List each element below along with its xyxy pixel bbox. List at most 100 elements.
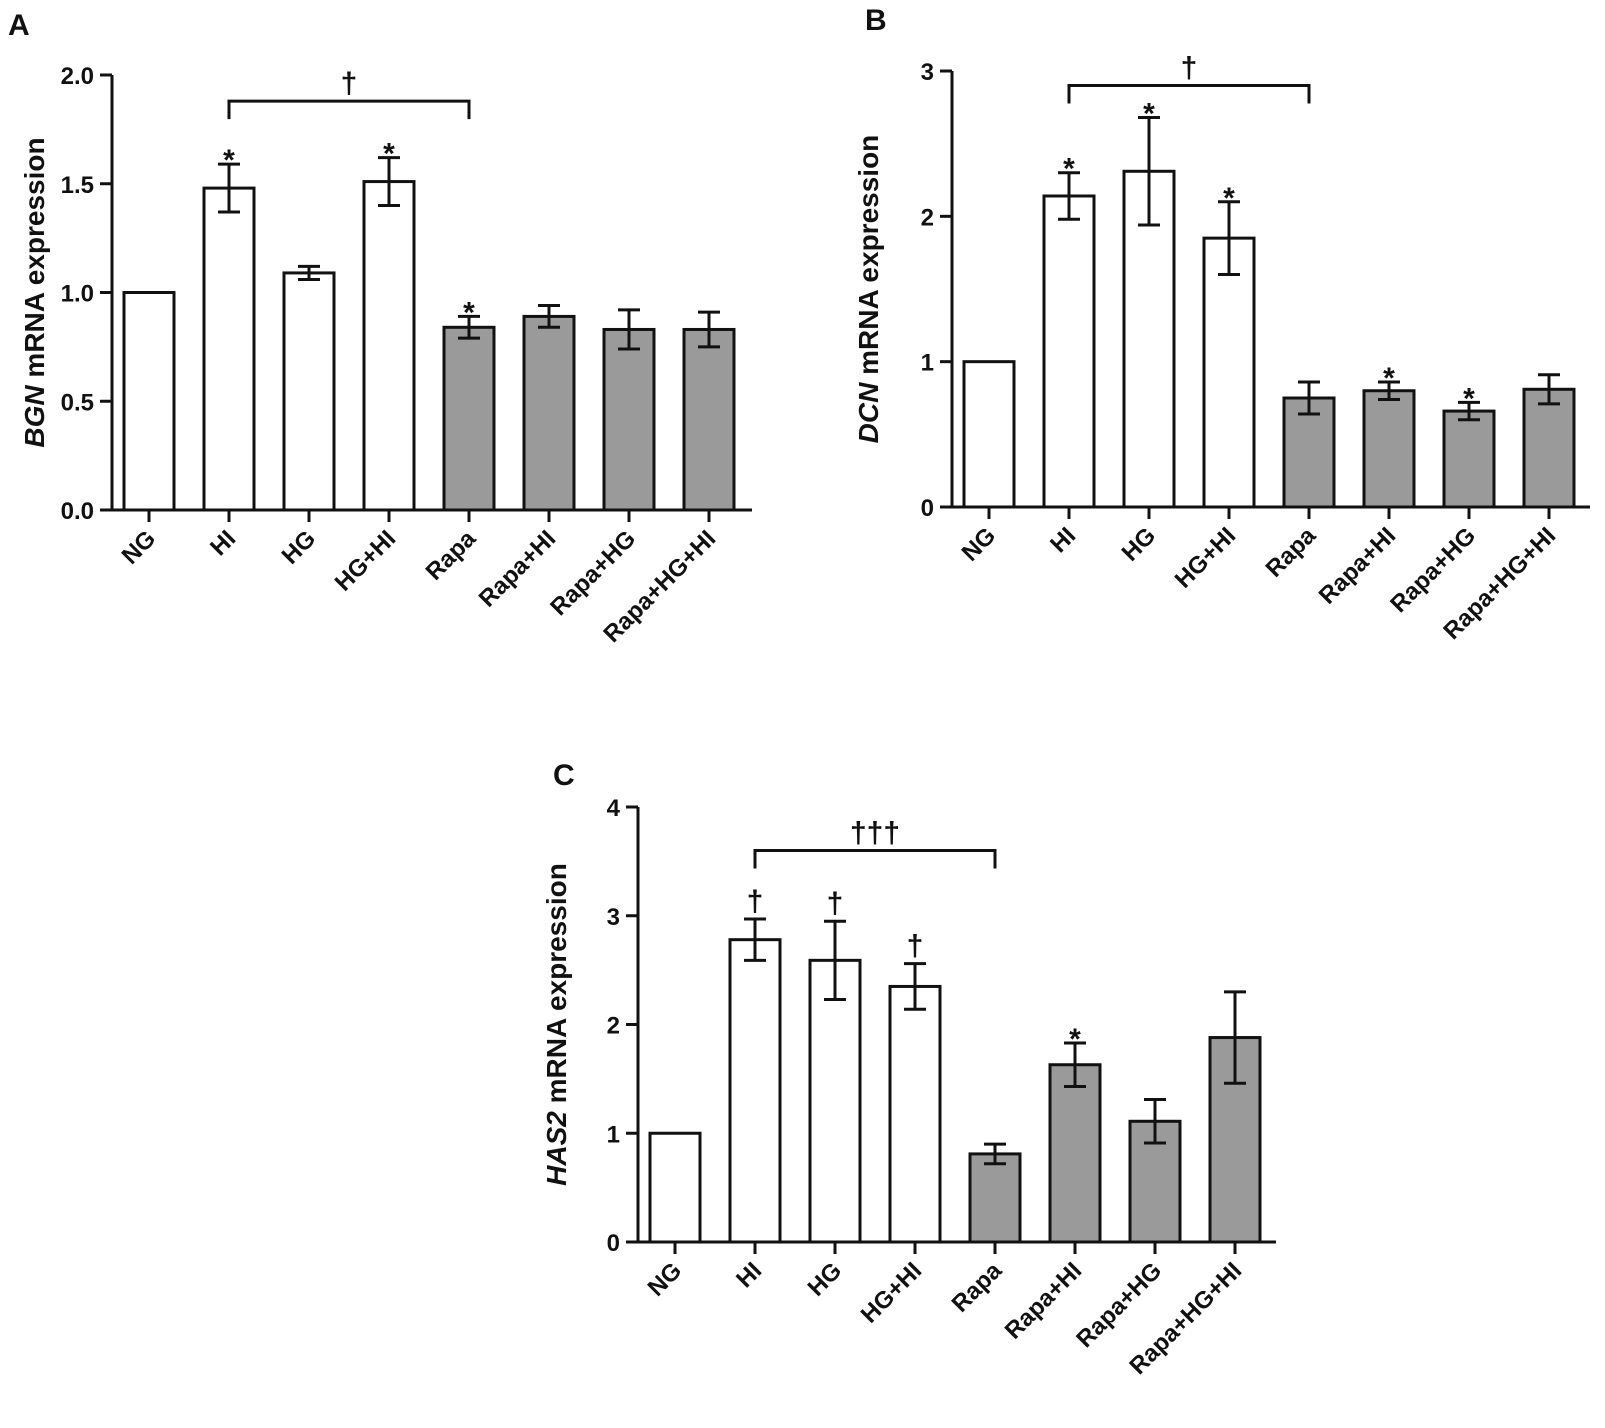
panel-b-letter: B [865, 4, 887, 37]
panel-c-bracket-label: ††† [850, 817, 900, 850]
panel-a-annotation-3: * [383, 138, 395, 171]
panel-a-bar-6 [602, 327, 656, 512]
panel-a: A* **†0.00.51.01.52.0NG HI HG HG+HI RapaRapa+… [8, 9, 752, 648]
panel-b-bar-3 [1202, 236, 1256, 509]
panel-b-error-bar-5 [1378, 380, 1400, 401]
panel-b-error-bar-2 [1138, 116, 1160, 227]
panel-a-letter: A [8, 9, 30, 42]
panel-c-ytick-label-3: 3 [607, 904, 620, 931]
panel-a-category-label-2: HG [277, 525, 322, 570]
panel-a-error-bar-5 [538, 304, 560, 329]
panel-a-bar-1 [202, 186, 256, 512]
panel-c-ylabel: HAS2 mRNA expression [541, 863, 572, 1186]
panel-b-ylabel-gene: DCN [853, 382, 884, 443]
panel-a-bar-5 [522, 314, 576, 512]
panel-c-category-label-2: HG [803, 1257, 848, 1302]
panel-b-ytick-label-0: 0 [921, 495, 934, 522]
panel-b-bar-1 [1042, 194, 1096, 509]
panel-c-error-bar-7 [1224, 990, 1246, 1085]
panel-a-bar-7 [682, 327, 736, 512]
panel-c-category-label-0: NG [643, 1257, 688, 1302]
panel-c-annotation-5: * [1069, 1023, 1081, 1056]
panel-c-letter: C [553, 759, 575, 792]
panel-a-annotation-4: * [463, 296, 475, 329]
panel-a-category-label-0: NG [117, 525, 162, 570]
panel-c-bar-5 [1048, 1063, 1102, 1244]
panel-c-error-bar-3 [904, 962, 926, 1011]
panel-c-error-bar-4 [984, 1142, 1006, 1166]
panel-c-category-label-4: Rapa [947, 1257, 1008, 1318]
panel-a-ytick-label-4: 2.0 [61, 63, 94, 90]
panel-c-category-label-3: HG+HI [856, 1257, 927, 1328]
panel-a-bar-0 [122, 291, 176, 512]
panel-a-error-bar-2 [298, 264, 320, 281]
panel-b-category-label-1: HI [1045, 522, 1081, 558]
panel-c-annotation-3: † [907, 930, 924, 963]
panel-a-error-bar-3 [378, 156, 400, 207]
panel-b-category-label-0: NG [957, 522, 1002, 567]
panel-c-bar-2 [808, 958, 862, 1244]
panel-b-ylabel: DCN mRNA expression [853, 135, 884, 444]
panel-c-bracket [753, 849, 997, 869]
panel-b-bar-6 [1442, 409, 1496, 509]
panel-c-error-bar-6 [1144, 1098, 1166, 1145]
panel-c-annotation-1: † [747, 885, 764, 918]
panel-a-bar-4 [442, 325, 496, 512]
panel-a-ytick-label-3: 1.5 [61, 172, 94, 199]
panel-c-bar-0 [648, 1131, 702, 1244]
panel-a-category-label-4: Rapa [421, 525, 482, 586]
panel-a-error-bar-7 [698, 310, 720, 349]
panel-a-ytick-label-2: 1.0 [61, 281, 94, 308]
panel-b-error-bar-3 [1218, 200, 1240, 276]
panel-b-error-bar-7 [1538, 373, 1560, 406]
panel-b-category-label-3: HG+HI [1170, 522, 1241, 593]
panel-b-bracket [1067, 84, 1311, 104]
panel-b-annotation-2: * [1143, 98, 1155, 131]
panel-a-error-bar-1 [218, 162, 240, 214]
panel-a-category-label-1: HI [205, 525, 241, 561]
panel-b-error-bar-1 [1058, 171, 1080, 221]
panel-b-error-bar-6 [1458, 400, 1480, 422]
panel-b-bar-7 [1522, 387, 1576, 509]
panel-a-ylabel-gene: BGN [19, 385, 50, 448]
panel-a-ylabel: BGN mRNA expression [19, 137, 50, 447]
panel-a-bracket-label: † [341, 67, 358, 100]
panel-a-bracket [227, 99, 471, 120]
panel-c-error-bar-1 [744, 917, 766, 962]
panel-a-ytick-label-0: 0.0 [61, 498, 94, 525]
panel-a-ytick-label-1: 0.5 [61, 389, 94, 416]
panel-a-category-label-3: HG+HI [330, 525, 401, 596]
panel-a-annotation-1: * [223, 144, 235, 177]
panel-b-annotation-5: * [1383, 362, 1395, 395]
panel-b-bar-2 [1122, 169, 1176, 509]
panel-c-annotation-2: † [827, 887, 844, 920]
panel-a-error-bar-4 [458, 314, 480, 340]
panel-c-category-label-1: HI [731, 1257, 767, 1293]
panel-a-bar-3 [362, 180, 416, 512]
panel-c-ytick-label-1: 1 [607, 1121, 620, 1148]
panel-a-error-bar-6 [618, 308, 640, 351]
panel-b-bracket-label: † [1181, 52, 1198, 85]
panel-b-category-label-4: Rapa [1261, 522, 1322, 583]
panel-b-ytick-label-2: 2 [921, 204, 934, 231]
panel-c-bar-1 [728, 938, 782, 1244]
panel-b-category-label-2: HG [1117, 522, 1162, 567]
panel-b-annotation-3: * [1223, 182, 1235, 215]
panel-a-bar-2 [282, 271, 336, 512]
panel-a-ylabel-rest: mRNA expression [19, 137, 50, 385]
panel-b-bar-5 [1362, 389, 1416, 509]
panel-c-bar-4 [968, 1152, 1022, 1244]
panel-c-ytick-label-2: 2 [607, 1013, 620, 1040]
panel-c-ylabel-gene: HAS2 [541, 1111, 572, 1186]
panel-b-bar-0 [962, 360, 1016, 509]
panel-b-error-bar-4 [1298, 380, 1320, 416]
panel-b-ytick-label-1: 1 [921, 350, 934, 377]
panel-c-ytick-label-0: 0 [607, 1230, 620, 1257]
panel-b-annotation-6: * [1463, 382, 1475, 415]
panel-b-ylabel-rest: mRNA expression [853, 135, 884, 383]
panel-c-ytick-label-4: 4 [607, 795, 621, 822]
panel-c-error-bar-2 [824, 919, 846, 1001]
